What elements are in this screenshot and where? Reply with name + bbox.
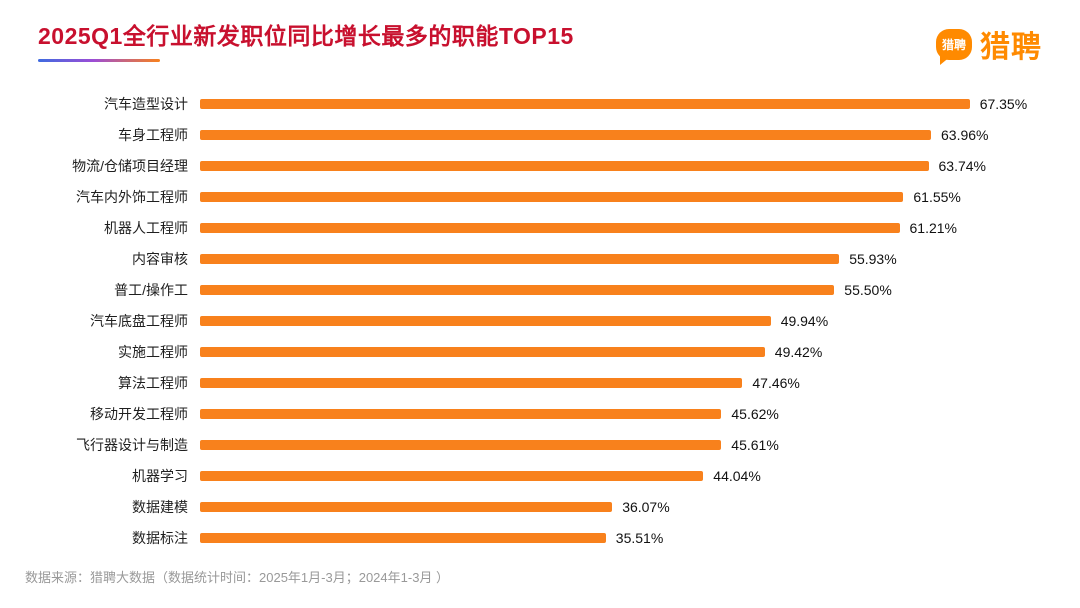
value-label: 61.21%: [909, 219, 957, 236]
liepin-bubble-icon: 猎聘: [936, 28, 972, 65]
value-label: 49.94%: [780, 312, 829, 329]
bar: [200, 501, 613, 512]
bar: [200, 532, 606, 543]
chart-row: 实施工程师 49.42%: [38, 336, 1042, 367]
category-label: 数据标注: [132, 529, 188, 546]
value-label: 63.74%: [938, 157, 986, 174]
chart-row: 汽车底盘工程师 49.94%: [38, 305, 1042, 336]
bar: [200, 377, 743, 388]
bar: [200, 408, 722, 419]
value-label: 55.93%: [849, 250, 897, 267]
chart-row: 移动开发工程师 45.62%: [38, 398, 1042, 429]
bubble-label: 猎聘: [941, 37, 966, 52]
category-label: 实施工程师: [118, 343, 188, 360]
chart-row: 数据标注 35.51%: [38, 522, 1042, 553]
chart-row: 汽车造型设计 67.35%: [38, 88, 1042, 119]
category-label: 算法工程师: [118, 374, 188, 391]
value-label: 45.61%: [731, 436, 779, 453]
value-label: 35.51%: [615, 529, 664, 546]
value-label: 63.96%: [941, 126, 989, 143]
bar: [200, 439, 722, 450]
bar: [200, 222, 900, 233]
bar-chart: 汽车造型设计 67.35% 车身工程师 63.96% 物流/仓储项目经理 63.74% 汽车…: [38, 88, 1042, 553]
category-label: 车身工程师: [118, 126, 188, 143]
value-label: 67.35%: [979, 95, 1028, 112]
chart-row: 飞行器设计与制造 45.61%: [38, 429, 1042, 460]
brand-wordmark: 猎聘: [980, 31, 1042, 64]
category-label: 汽车底盘工程师: [90, 312, 188, 329]
chart-row: 物流/仓储项目经理 63.74%: [38, 150, 1042, 181]
category-label: 机器人工程师: [104, 219, 188, 236]
title-underline: [38, 59, 160, 62]
bar: [200, 98, 970, 109]
category-label: 内容审核: [132, 250, 188, 267]
bar: [200, 284, 835, 295]
title-block: 2025Q1全行业新发职位同比增长最多的职能TOP15: [38, 22, 574, 62]
category-label: 汽车内外饰工程师: [76, 188, 188, 205]
value-label: 45.62%: [731, 405, 779, 422]
bar: [200, 191, 904, 202]
category-label: 移动开发工程师: [90, 405, 188, 422]
category-label: 汽车造型设计: [104, 95, 188, 112]
chart-row: 机器人工程师 61.21%: [38, 212, 1042, 243]
chart-row: 数据建模 36.07%: [38, 491, 1042, 522]
category-label: 机器学习: [132, 467, 188, 484]
bar: [200, 160, 929, 171]
header: 2025Q1全行业新发职位同比增长最多的职能TOP15 猎聘 猎聘: [38, 22, 1042, 66]
value-label: 61.55%: [913, 188, 961, 205]
category-label: 普工/操作工: [114, 281, 188, 298]
chart-row: 算法工程师 47.46%: [38, 367, 1042, 398]
bar: [200, 346, 765, 357]
bar: [200, 253, 840, 264]
bar: [200, 315, 771, 326]
chart-row: 普工/操作工 55.50%: [38, 274, 1042, 305]
category-label: 数据建模: [132, 498, 188, 515]
category-label: 物流/仓储项目经理: [72, 157, 188, 174]
chart-row: 机器学习 44.04%: [38, 460, 1042, 491]
page-title: 2025Q1全行业新发职位同比增长最多的职能TOP15: [38, 23, 574, 49]
bar: [200, 470, 704, 481]
bar: [200, 129, 931, 140]
liepin-logo: 猎聘 猎聘: [936, 22, 1042, 66]
chart-row: 汽车内外饰工程师 61.55%: [38, 181, 1042, 212]
data-source: 数据来源：猎聘大数据（数据统计时间：2025年1月-3月；2024年1-3月 ）: [25, 570, 450, 585]
value-label: 49.42%: [774, 343, 823, 360]
chart-row: 车身工程师 63.96%: [38, 119, 1042, 150]
value-label: 44.04%: [713, 467, 761, 484]
report-page: 2025Q1全行业新发职位同比增长最多的职能TOP15 猎聘 猎聘 汽车造型设计…: [38, 22, 1042, 553]
value-label: 47.46%: [752, 374, 800, 391]
value-label: 36.07%: [622, 498, 670, 515]
chart-row: 内容审核 55.93%: [38, 243, 1042, 274]
value-label: 55.50%: [844, 281, 892, 298]
category-label: 飞行器设计与制造: [76, 436, 188, 453]
